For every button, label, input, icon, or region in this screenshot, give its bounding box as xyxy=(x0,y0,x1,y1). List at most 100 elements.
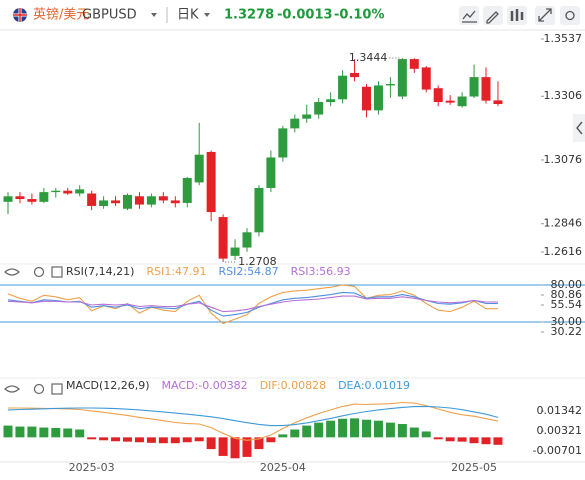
legend-entry: MACD:-0.00382 xyxy=(162,379,248,392)
symbol[interactable]: GBPUSD xyxy=(82,8,137,23)
macd-bar xyxy=(230,437,240,459)
indicator-icon[interactable] xyxy=(51,266,63,278)
settings-icon[interactable] xyxy=(33,383,45,395)
macd-bar xyxy=(51,427,61,438)
candle-body xyxy=(433,88,443,103)
macd-bar xyxy=(481,437,491,445)
y-tick-label: 1.3306 xyxy=(544,89,583,102)
candle-body xyxy=(266,157,276,188)
macd-bar xyxy=(87,437,97,440)
macd-bar xyxy=(134,437,144,443)
rsi-header-icons xyxy=(4,266,63,278)
indicator-title: RSI(7,14,21) xyxy=(66,265,134,278)
collapse-tab[interactable] xyxy=(573,114,585,142)
candle-body xyxy=(15,196,25,200)
y-tick-label: 1.2616 xyxy=(544,245,583,258)
macd-bar xyxy=(75,429,85,438)
candle-body xyxy=(123,194,132,209)
candle-body xyxy=(397,59,407,97)
macd-bar xyxy=(373,420,383,438)
macd-bar xyxy=(158,437,168,444)
macd-bar xyxy=(146,437,156,443)
rsi-line xyxy=(7,284,498,325)
style-icon xyxy=(510,9,524,21)
candle-body xyxy=(409,59,419,69)
dropdown-arrow[interactable] xyxy=(204,13,210,17)
macd-bar xyxy=(254,437,264,450)
macd-bar xyxy=(385,422,395,438)
macd-bar xyxy=(302,425,312,438)
macd-bar xyxy=(433,437,443,440)
candle-body xyxy=(3,196,13,202)
candle-body xyxy=(51,190,61,193)
candle-body xyxy=(290,118,300,129)
y-tick-label: -0.00701 xyxy=(533,444,582,457)
pair-name[interactable]: 英镑/美元 xyxy=(33,7,89,23)
legend-entry: RSI3:56.93 xyxy=(291,265,351,278)
candle-body xyxy=(75,189,85,194)
candle-body xyxy=(230,247,240,256)
visibility-icon[interactable] xyxy=(4,268,20,276)
macd-bar xyxy=(338,418,348,438)
candle-body xyxy=(362,86,371,111)
candle-body xyxy=(99,200,109,206)
candle-body xyxy=(254,187,264,233)
candle-body xyxy=(445,100,455,103)
candle-body xyxy=(206,151,216,213)
x-tick-label: 2025-05 xyxy=(451,461,497,474)
price: 1.3278 xyxy=(224,8,274,23)
candle-body xyxy=(481,77,491,101)
macd-bar xyxy=(457,437,467,442)
macd-bar xyxy=(182,437,192,443)
candle-body xyxy=(87,193,97,206)
candle-body xyxy=(242,232,252,248)
indicator-icon[interactable] xyxy=(51,383,63,395)
candle-body xyxy=(39,192,49,202)
macd-bar xyxy=(194,437,204,442)
macd-bar xyxy=(123,437,132,442)
macd-bar xyxy=(266,437,276,443)
rsi-line xyxy=(7,295,498,313)
macd-bar xyxy=(15,426,25,438)
high-annotation: 1.3444 xyxy=(349,51,388,64)
candle-body xyxy=(493,100,503,104)
period[interactable]: 日K xyxy=(177,8,199,23)
y-tick-label: 1.2846 xyxy=(544,217,583,230)
candle-body xyxy=(134,196,144,205)
toolbar xyxy=(459,6,580,25)
candle-body xyxy=(338,75,348,100)
y-tick-label: 55.54 xyxy=(551,298,583,311)
candle-body xyxy=(170,200,180,204)
low-annotation: 1.2708 xyxy=(238,255,277,268)
legend-entry: DIF:0.00828 xyxy=(260,379,326,392)
dropdown-arrow[interactable] xyxy=(151,13,157,17)
candle-body xyxy=(146,196,156,205)
candle-body xyxy=(27,199,37,202)
change-pct: -0.10% xyxy=(334,8,385,23)
macd-bar xyxy=(445,437,455,442)
macd-bar xyxy=(27,426,37,438)
settings-button[interactable] xyxy=(560,6,580,25)
macd-bar xyxy=(206,437,216,450)
y-tick-label: 30.22 xyxy=(551,325,583,338)
indicator-title: MACD(12,26,9) xyxy=(66,379,150,392)
settings-icon[interactable] xyxy=(33,266,45,278)
macd-bar xyxy=(290,429,300,438)
candle-body xyxy=(385,84,395,86)
y-tick-label: 80.86 xyxy=(551,288,583,301)
change: -0.0013 xyxy=(277,8,333,23)
settings-icon xyxy=(565,10,575,21)
candle-body xyxy=(469,77,479,97)
macd-bar xyxy=(409,427,419,438)
macd-bar xyxy=(314,422,324,438)
draw-icon xyxy=(486,11,499,24)
macd-line xyxy=(7,405,499,427)
macd-bar xyxy=(170,437,180,444)
macd-bar xyxy=(39,427,49,438)
candle-body xyxy=(314,102,324,115)
candle-body xyxy=(350,72,360,78)
visibility-icon[interactable] xyxy=(4,385,20,393)
legend-entry: RSI1:47.91 xyxy=(146,265,206,278)
